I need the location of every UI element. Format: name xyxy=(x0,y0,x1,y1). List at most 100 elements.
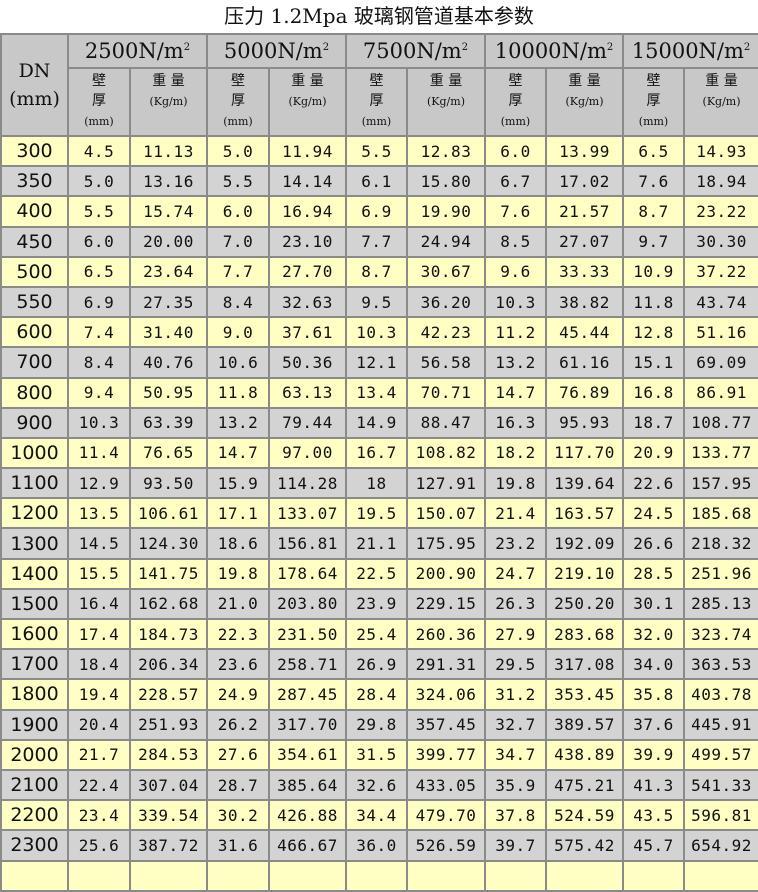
weight-cell: 42.23 xyxy=(406,316,486,349)
weight-cell: 76.89 xyxy=(544,376,625,409)
empty-cell xyxy=(345,859,408,892)
weight-cell: 108.77 xyxy=(683,406,758,439)
thickness-header: 壁厚 (mm) xyxy=(206,67,270,137)
thickness-cell: 21.4 xyxy=(484,497,547,530)
thickness-header: 壁厚 (mm) xyxy=(345,67,408,137)
weight-header: 重 量 (Kg/m) xyxy=(129,67,208,137)
dn-cell: 550 xyxy=(0,285,69,319)
weight-cell: 11.13 xyxy=(129,134,208,168)
thickness-cell: 34.7 xyxy=(484,738,547,771)
weight-cell: 229.15 xyxy=(406,587,486,621)
weight-cell: 317.08 xyxy=(544,648,625,681)
table-row: 1000 11.4 76.65 14.7 97.00 16.7 108.82 18.2 117.… xyxy=(0,436,758,470)
weight-cell: 95.93 xyxy=(544,406,625,439)
weight-cell: 108.82 xyxy=(406,436,486,470)
weight-unit: (Kg/m) xyxy=(427,95,465,108)
weight-cell: 31.40 xyxy=(129,316,208,349)
table-row: 550 6.9 27.35 8.4 32.63 9.5 36.20 10.3 38.82 11.8… xyxy=(0,285,758,319)
thickness-cell: 8.4 xyxy=(67,346,131,379)
weight-cell: 17.02 xyxy=(544,165,625,198)
thickness-cell: 22.4 xyxy=(67,768,131,802)
weight-cell: 260.36 xyxy=(406,617,486,651)
thickness-cell: 9.6 xyxy=(484,255,547,288)
stiffness-superscript: 2 xyxy=(322,42,330,53)
thickness-cell: 26.9 xyxy=(345,648,408,681)
thickness-cell: 31.2 xyxy=(484,678,547,711)
thickness-cell: 26.3 xyxy=(484,587,547,621)
weight-cell: 19.90 xyxy=(406,195,486,228)
empty-cell xyxy=(484,859,547,892)
table-row: 800 9.4 50.95 11.8 63.13 13.4 70.71 14.7 76.89 16… xyxy=(0,376,758,409)
table-row: 600 7.4 31.40 9.0 37.61 10.3 42.23 11.2 45.44 12.… xyxy=(0,316,758,349)
thickness-cell: 9.5 xyxy=(345,285,408,319)
thickness-cell: 32.7 xyxy=(484,708,547,741)
weight-cell: 76.65 xyxy=(129,436,208,470)
weight-cell: 27.70 xyxy=(268,255,347,288)
table-row: 700 8.4 40.76 10.6 50.36 12.1 56.58 13.2 61.16 15… xyxy=(0,346,758,379)
thickness-cell: 31.5 xyxy=(345,738,408,771)
thickness-unit: (mm) xyxy=(84,115,114,128)
thickness-cell: 19.4 xyxy=(67,678,131,711)
thickness-cell: 6.5 xyxy=(622,134,686,168)
table-row: 900 10.3 63.39 13.2 79.44 14.9 88.47 16.3 95.93 1… xyxy=(0,406,758,439)
thickness-cell: 7.7 xyxy=(345,225,408,258)
weight-cell: 353.45 xyxy=(544,678,625,711)
weight-cell: 14.93 xyxy=(683,134,758,168)
dn-cell: 2100 xyxy=(0,768,69,802)
thickness-cell: 28.5 xyxy=(622,557,686,590)
weight-cell: 162.68 xyxy=(129,587,208,621)
thickness-cell: 14.5 xyxy=(67,527,131,560)
thickness-cell: 34.4 xyxy=(345,799,408,832)
empty-cell xyxy=(683,859,758,892)
weight-cell: 157.95 xyxy=(683,467,758,500)
thickness-label: 壁 xyxy=(508,73,523,89)
weight-cell: 63.13 xyxy=(268,376,347,409)
table-row: 1300 14.5 124.30 18.6 156.81 21.1 175.95 23.2 19… xyxy=(0,527,758,560)
weight-cell: 399.77 xyxy=(406,738,486,771)
weight-cell: 185.68 xyxy=(683,497,758,530)
thickness-cell: 23.9 xyxy=(345,587,408,621)
thickness-cell: 30.2 xyxy=(206,799,270,832)
weight-cell: 18.94 xyxy=(683,165,758,198)
weight-cell: 150.07 xyxy=(406,497,486,530)
weight-cell: 141.75 xyxy=(129,557,208,590)
thickness-cell: 26.2 xyxy=(206,708,270,741)
weight-cell: 156.81 xyxy=(268,527,347,560)
stiffness-superscript: 2 xyxy=(461,42,469,53)
weight-label: 重 量 xyxy=(429,73,463,89)
weight-cell: 317.70 xyxy=(268,708,347,741)
thickness-cell: 6.0 xyxy=(484,134,547,168)
stiffness-header: 2500N/m2 xyxy=(67,33,208,69)
thickness-cell: 19.8 xyxy=(484,467,547,500)
thickness-cell: 6.1 xyxy=(345,165,408,198)
table-row: 1200 13.5 106.61 17.1 133.07 19.5 150.07 21.4 16… xyxy=(0,497,758,530)
table-row: 500 6.5 23.64 7.7 27.70 8.7 30.67 9.6 33.33 10.9 3… xyxy=(0,255,758,288)
table-row: 2300 25.6 387.72 31.6 466.67 36.0 526.59 39.7 57… xyxy=(0,829,758,862)
thickness-cell: 16.3 xyxy=(484,406,547,439)
page-title: 压力 1.2Mpa 玻璃钢管道基本参数 xyxy=(224,4,534,28)
thickness-cell: 15.1 xyxy=(622,346,686,379)
weight-cell: 133.07 xyxy=(268,497,347,530)
weight-cell: 596.81 xyxy=(683,799,758,832)
thickness-cell: 6.9 xyxy=(67,285,131,319)
thickness-cell: 10.3 xyxy=(345,316,408,349)
weight-cell: 88.47 xyxy=(406,406,486,439)
pipe-parameters-table: DN (mm) 2500N/m2 5000N/m2 7500N/m2 10000N/m… xyxy=(0,33,758,892)
dn-cell: 800 xyxy=(0,376,69,409)
weight-cell: 20.00 xyxy=(129,225,208,258)
thickness-cell: 5.0 xyxy=(206,134,270,168)
thickness-cell: 25.4 xyxy=(345,617,408,651)
weight-cell: 200.90 xyxy=(406,557,486,590)
weight-cell: 40.76 xyxy=(129,346,208,379)
dn-cell: 1000 xyxy=(0,436,69,470)
dn-label: DN xyxy=(18,60,51,82)
thickness-label: 厚 xyxy=(369,93,384,109)
weight-cell: 50.36 xyxy=(268,346,347,379)
thickness-cell: 22.5 xyxy=(345,557,408,590)
thickness-label: 厚 xyxy=(231,93,245,109)
thickness-cell: 5.5 xyxy=(345,134,408,168)
weight-cell: 50.95 xyxy=(129,376,208,409)
stiffness-superscript: 2 xyxy=(183,42,191,53)
thickness-header: 壁厚 (mm) xyxy=(67,67,131,137)
table-row: 1900 20.4 251.93 26.2 317.70 29.8 357.45 32.7 38… xyxy=(0,708,758,741)
